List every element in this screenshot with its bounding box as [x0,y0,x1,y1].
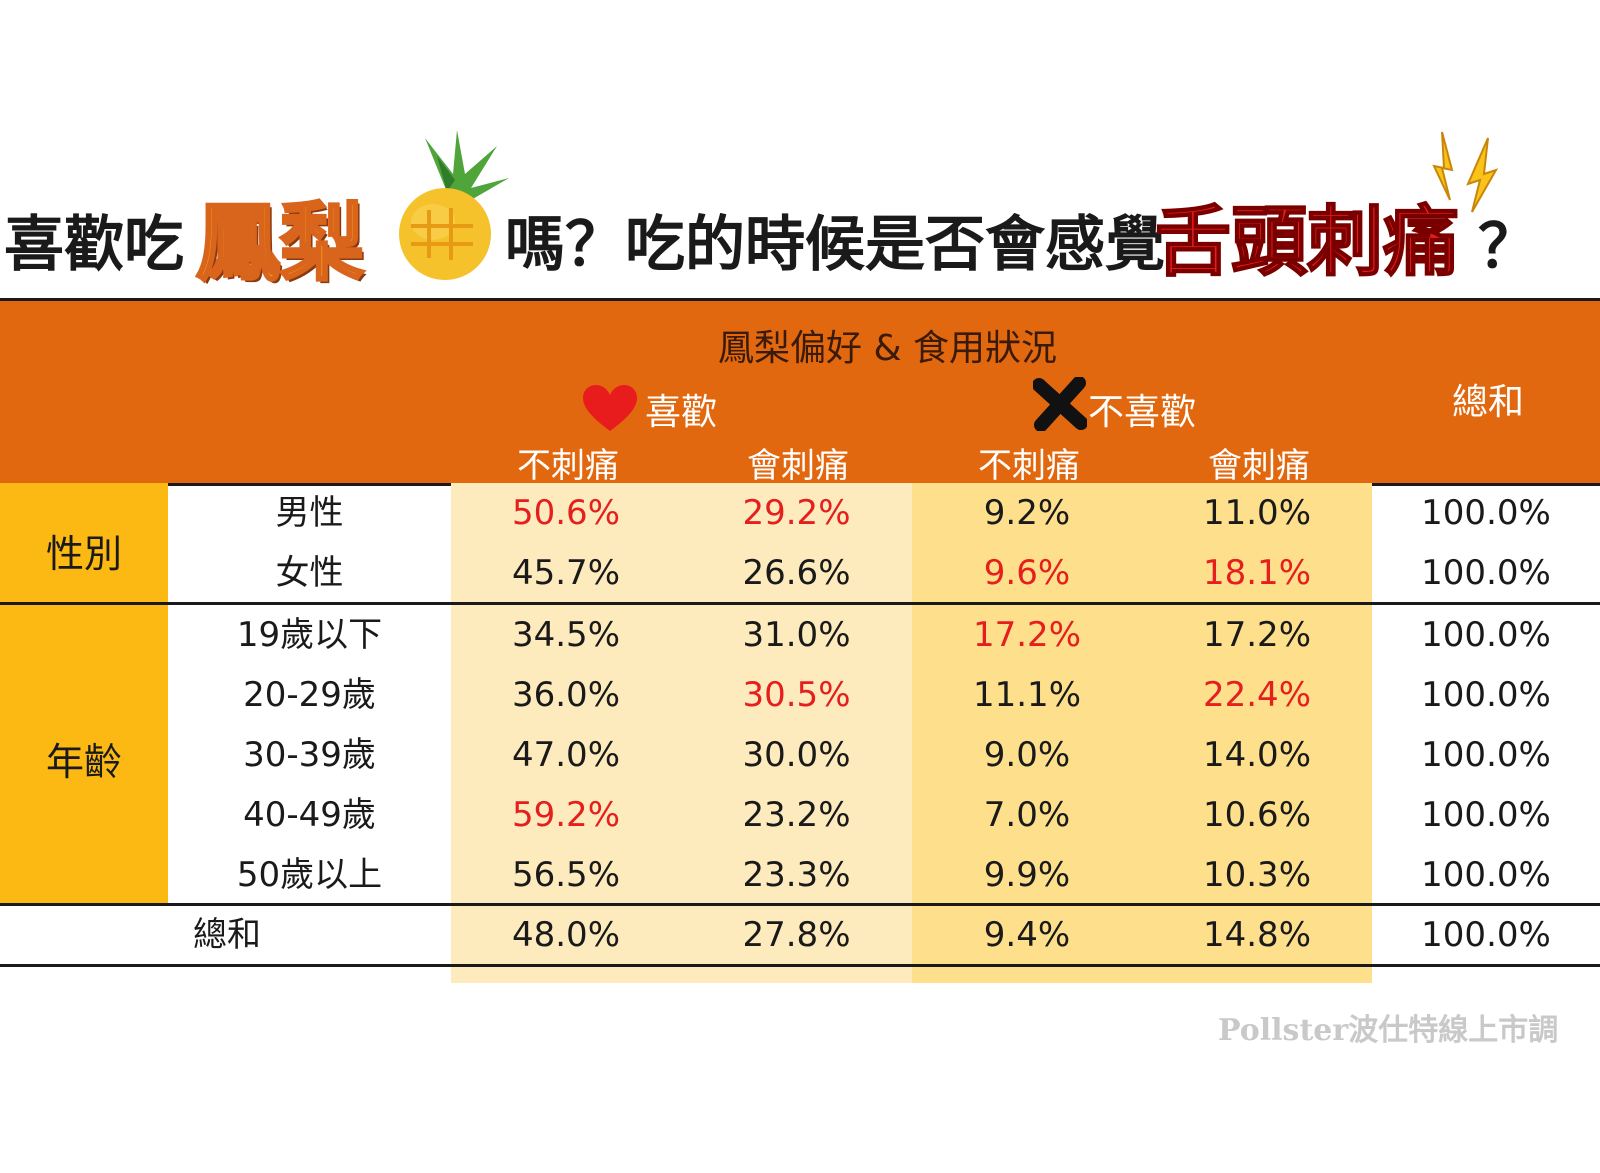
table-cell: 100.0% [1421,735,1551,775]
pineapple-icon [399,130,509,280]
divider-line [0,964,1600,967]
table-cell: 7.0% [983,795,1071,835]
table-cell: 23.2% [742,795,851,835]
table-cell: 56.5% [511,855,620,895]
table-cell: 23.3% [742,855,851,895]
total-row-label: 總和 [193,915,261,955]
table-row: 40-49歲 59.2% 23.2% 7.0% 10.6% 100.0% [0,785,1600,845]
table-cell: 11.0% [1202,493,1311,533]
total-row: 總和 48.0% 27.8% 9.4% 14.8% 100.0% [0,905,1600,965]
heart-icon [583,385,637,431]
table-cell: 36.0% [511,675,620,715]
table-cell: 30.0% [742,735,851,775]
table-row: 女性 45.7% 26.6% 9.6% 18.1% 100.0% [0,543,1600,603]
table-cell: 100.0% [1421,553,1551,593]
table-cell: 27.8% [742,915,851,955]
category-age: 年齡 [0,605,168,905]
table-cell: 22.4% [1202,675,1311,715]
category-age-label: 年齡 [45,740,122,784]
dislike-column-band [912,483,1372,983]
table-cell: 50.6% [511,493,620,533]
table-row: 20-29歲 36.0% 30.5% 11.1% 22.4% 100.0% [0,665,1600,725]
table-cell: 34.5% [511,615,620,655]
divider-line [0,602,1600,605]
table-row: 50歲以上 56.5% 23.3% 9.9% 10.3% 100.0% [0,845,1600,905]
table-cell: 18.1% [1202,553,1311,593]
table-cell: 9.6% [983,553,1071,593]
row-label: 19歲以下 [236,615,383,655]
sub-header-dislike-no-pain: 不刺痛 [978,446,1080,486]
table-cell: 47.0% [511,735,620,775]
table-row: 男性 50.6% 29.2% 9.2% 11.0% 100.0% [0,483,1600,543]
table-cell: 26.6% [742,553,851,593]
table-cell: 9.9% [983,855,1071,895]
table-cell: 100.0% [1421,493,1551,533]
sub-header-like-no-pain: 不刺痛 [517,446,619,486]
table-cell: 9.4% [983,915,1071,955]
title-part-1: 喜歡吃 [4,210,184,280]
table-cell: 9.0% [983,735,1071,775]
row-label: 20-29歲 [243,675,376,715]
row-label: 男性 [275,493,344,533]
table-cell: 100.0% [1421,795,1551,835]
row-label: 40-49歲 [243,795,376,835]
dislike-header: 不喜歡 [1088,392,1197,433]
table-cell: 100.0% [1421,855,1551,895]
table-cell: 10.6% [1202,795,1311,835]
category-gender: 性別 [0,483,168,603]
table-cell: 14.0% [1202,735,1311,775]
row-label: 女性 [275,553,344,593]
table-cell: 29.2% [742,493,851,533]
row-label: 30-39歲 [243,735,376,775]
title-part-5: ？ [1478,212,1538,282]
total-header: 總和 [1452,382,1525,423]
table-cell: 45.7% [511,553,620,593]
title-tongue-pain: 舌頭刺痛 [1154,196,1460,287]
table-cell: 100.0% [1421,915,1551,955]
table-cell: 59.2% [511,795,620,835]
category-gender-label: 性別 [45,532,122,576]
table-cell: 100.0% [1421,675,1551,715]
table-cell: 31.0% [742,615,851,655]
table-cell: 17.2% [1202,615,1311,655]
table-cell: 48.0% [511,915,620,955]
watermark: Pollster波仕特線上市調 [1218,1013,1559,1048]
table-header: 鳳梨偏好 & 食用狀況 喜歡 不喜歡 總和 不刺痛 會刺痛 不刺痛 會刺痛 [0,298,1600,486]
title-pineapple-word: 鳳梨 [194,193,365,294]
table-row: 19歲以下 34.5% 31.0% 17.2% 17.2% 100.0% [0,605,1600,665]
x-mark-icon [1033,377,1087,431]
chart-title: 喜歡吃 鳳梨 嗎？吃的時候是否會感覺 舌頭刺痛 ？ [0,120,1600,294]
title-part-3: 嗎？吃的時候是否會感覺 [505,210,1165,280]
table-row: 30-39歲 47.0% 30.0% 9.0% 14.0% 100.0% [0,725,1600,785]
sub-header-like-pain: 會刺痛 [747,446,849,486]
like-column-band [451,483,912,983]
table-cell: 10.3% [1202,855,1311,895]
like-header: 喜歡 [645,392,718,433]
sub-header-dislike-pain: 會刺痛 [1208,446,1310,486]
table-cell: 11.1% [972,675,1081,715]
table-cell: 14.8% [1202,915,1311,955]
lightning-icon [1432,131,1499,213]
group-header: 鳳梨偏好 & 食用狀況 [718,328,1057,369]
divider-line [0,903,1600,906]
table-body: 性別 年齡 男性 50.6% 29.2% 9.2% 11.0% 100.0% 女性 45.7%… [0,483,1600,985]
table-cell: 17.2% [972,615,1081,655]
row-label: 50歲以上 [236,855,383,895]
table-cell: 100.0% [1421,615,1551,655]
table-cell: 30.5% [742,675,851,715]
table-cell: 9.2% [983,493,1071,533]
